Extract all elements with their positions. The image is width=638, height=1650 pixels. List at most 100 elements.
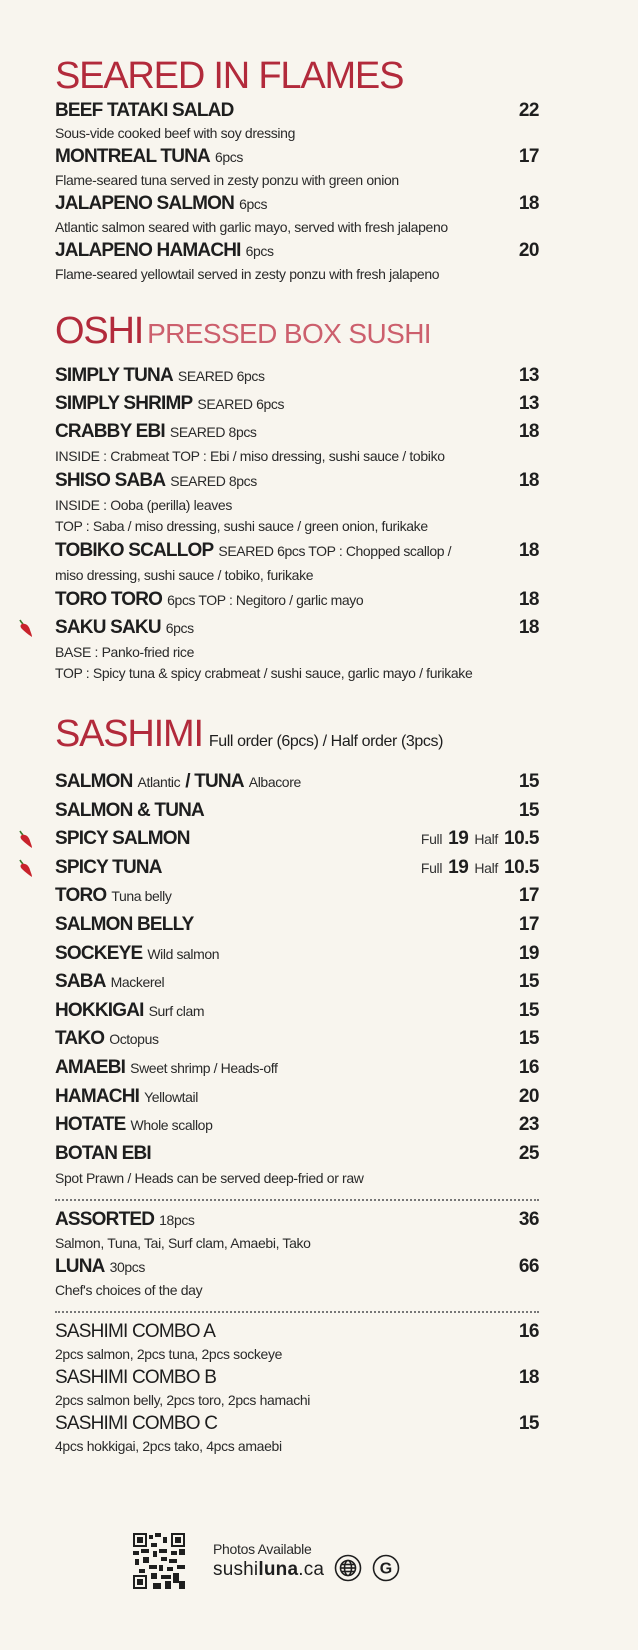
item-description: 2pcs salmon belly, 2pcs toro, 2pcs hamac… xyxy=(55,1392,311,1409)
item-name: TORO xyxy=(55,885,107,907)
section-title-main: OSHI xyxy=(55,310,144,352)
menu-item: SASHIMI COMBO C 15 4pcs hokkigai, 2pcs tak… xyxy=(55,1411,540,1457)
menu-item: SASHIMI COMBO B 18 2pcs salmon belly, 2pcs… xyxy=(55,1365,540,1411)
full-label: Full xyxy=(420,831,443,848)
menu-item: HAMACHI Yellowtail 20 xyxy=(55,1083,540,1112)
item-name: TORO TORO xyxy=(55,589,163,610)
item-name: JALAPENO SALMON xyxy=(55,193,235,214)
menu-item: SHISO SABA SEARED 8pcs 18 INSIDE : Ooba (pe… xyxy=(55,467,540,537)
item-description: INSIDE : Crabmeat TOP : Ebi / miso dress… xyxy=(55,448,445,464)
item-name: SPICY SALMON xyxy=(55,828,190,850)
item-name-row: AMAEBI Sweet shrimp / Heads-off 16 xyxy=(55,1054,540,1083)
menu-item: MONTREAL TUNA 6pcs 17 Flame-seared tuna ser… xyxy=(55,144,540,191)
item-price: 13 xyxy=(518,365,540,386)
menu-item: TAKO Octopus 15 xyxy=(55,1025,540,1054)
menu-item: LUNA 30pcs 66 Chef's choices of the day xyxy=(55,1254,540,1301)
item-price: 18 xyxy=(518,540,540,561)
qr-code-icon[interactable] xyxy=(133,1533,185,1589)
item-detail: Sweet shrimp / Heads-off xyxy=(130,1059,278,1076)
item-name: CRABBY EBI xyxy=(55,421,166,442)
item-detail: 6pcs xyxy=(245,243,274,259)
menu-item: SALMON Atlantic / TUNA Albacore 15 xyxy=(55,768,540,797)
menu-item: TORO TORO 6pcs TOP : Negitoro / garlic ma… xyxy=(55,586,540,614)
item-price: 20 xyxy=(518,1085,540,1107)
menu-item: SPICY SALMON Full 19 Half 10.5 xyxy=(19,825,539,854)
item-price: 19 xyxy=(518,942,540,964)
item-name: SAKU SAKU xyxy=(55,617,162,638)
section-title-main: SEARED IN FLAMES xyxy=(55,55,404,97)
item-price: 13 xyxy=(518,393,540,414)
menu-item: SAKU SAKU 6pcs 18 BASE : Panko-fried rice TO… xyxy=(19,614,540,684)
section-note: Full order (6pcs) / Half order (3pcs) xyxy=(208,733,444,750)
item-detail: 6pcs TOP : Negitoro / garlic mayo xyxy=(167,592,364,608)
menu-item: AMAEBI Sweet shrimp / Heads-off 16 xyxy=(55,1054,540,1083)
item-price: 18 xyxy=(518,589,540,610)
item-name-row: ASSORTED 18pcs 36 xyxy=(55,1207,540,1233)
item-description: miso dressing, sushi sauce / tobiko, fur… xyxy=(55,567,314,583)
item-price: 36 xyxy=(518,1209,540,1231)
item-name-secondary: / TUNA xyxy=(185,771,244,792)
menu-item: ASSORTED 18pcs 36 Salmon, Tuna, Tai, Surf c… xyxy=(55,1207,540,1254)
section-title: OSHI PRESSED BOX SUSHI xyxy=(55,309,539,356)
item-description: 4pcs hokkigai, 2pcs tako, 4pcs amaebi xyxy=(55,1438,282,1455)
item-detail: 6pcs xyxy=(165,620,194,636)
item-detail: 6pcs xyxy=(239,196,268,212)
item-detail: 30pcs xyxy=(109,1259,146,1276)
item-price: 66 xyxy=(518,1256,540,1278)
item-price: 15 xyxy=(518,1413,540,1435)
menu-item: BOTAN EBI 25 Spot Prawn / Heads can be ser… xyxy=(55,1140,540,1190)
google-icon[interactable]: G xyxy=(372,1554,400,1582)
item-name: HOTATE xyxy=(55,1114,126,1136)
item-name-row: SIMPLY SHRIMP SEARED 6pcs 13 xyxy=(55,390,540,418)
item-name: JALAPENO HAMACHI xyxy=(55,240,241,261)
item-price: 18 xyxy=(518,470,540,491)
item-detail: Tuna belly xyxy=(111,888,172,905)
item-name-row: CRABBY EBI SEARED 8pcs 18 xyxy=(55,418,540,446)
item-name: LUNA xyxy=(55,1256,105,1278)
item-description: Spot Prawn / Heads can be served deep-fr… xyxy=(55,1170,364,1187)
item-name-row: TORO TORO 6pcs TOP : Negitoro / garlic ma… xyxy=(55,586,540,614)
dotted-divider xyxy=(55,1199,539,1202)
item-name-row: JALAPENO HAMACHI 6pcs 20 xyxy=(55,238,540,264)
item-detail: Surf clam xyxy=(148,1002,205,1019)
item-price: 16 xyxy=(518,1321,540,1343)
item-description: INSIDE : Ooba (perilla) leaves xyxy=(55,497,233,513)
item-name-row: SABA Mackerel 15 xyxy=(55,968,540,997)
svg-text:G: G xyxy=(380,1561,392,1578)
item-name: SIMPLY TUNA xyxy=(55,365,174,386)
item-name-row: BOTAN EBI 25 xyxy=(55,1140,540,1169)
menu-item: TORO Tuna belly 17 xyxy=(55,882,540,911)
chili-pepper-icon xyxy=(19,619,32,637)
menu-item: SABA Mackerel 15 xyxy=(55,968,540,997)
item-name-row: SALMON & TUNA 15 xyxy=(55,797,540,826)
section-title: SASHIMI Full order (6pcs) / Half order (3… xyxy=(55,712,539,764)
photos-available-label: Photos Available xyxy=(213,1541,312,1557)
menu-item: SASHIMI COMBO A 16 2pcs salmon, 2pcs tuna,… xyxy=(55,1319,540,1365)
item-price: 20 xyxy=(518,240,540,261)
item-description: TOP : Saba / miso dressing, sushi sauce … xyxy=(55,518,428,534)
menu-item: SALMON & TUNA 15 xyxy=(55,797,540,826)
globe-icon[interactable] xyxy=(334,1554,362,1582)
menu-item: SIMPLY TUNA SEARED 6pcs 13 xyxy=(55,362,540,390)
item-detail: Atlantic xyxy=(137,774,181,790)
item-detail: 6pcs xyxy=(214,149,243,165)
item-price: 23 xyxy=(518,1114,540,1136)
half-label: Half xyxy=(474,859,499,876)
item-name-row: SALMON Atlantic / TUNA Albacore 15 xyxy=(55,768,540,797)
item-name-row: SALMON BELLY 17 xyxy=(55,911,540,940)
item-detail: Octopus xyxy=(109,1031,159,1048)
chili-pepper-icon xyxy=(19,830,32,849)
item-name-row: HOKKIGAI Surf clam 15 xyxy=(55,997,540,1026)
item-name: SALMON xyxy=(55,771,133,792)
item-detail: SEARED 8pcs xyxy=(170,473,257,489)
item-price: 18 xyxy=(518,617,540,638)
website-link[interactable]: sushiluna.ca xyxy=(213,1558,324,1582)
item-detail: Yellowtail xyxy=(144,1088,198,1105)
item-price: 22 xyxy=(518,100,540,121)
menu-item: JALAPENO SALMON 6pcs 18 Atlantic salmon sea… xyxy=(55,191,540,238)
item-price: 15 xyxy=(518,799,540,821)
item-price: 17 xyxy=(518,913,540,935)
item-detail: SEARED 6pcs TOP : Chopped scallop / xyxy=(218,543,452,559)
item-detail: Whole scallop xyxy=(130,1117,213,1134)
half-price: 10.5 xyxy=(504,856,539,878)
